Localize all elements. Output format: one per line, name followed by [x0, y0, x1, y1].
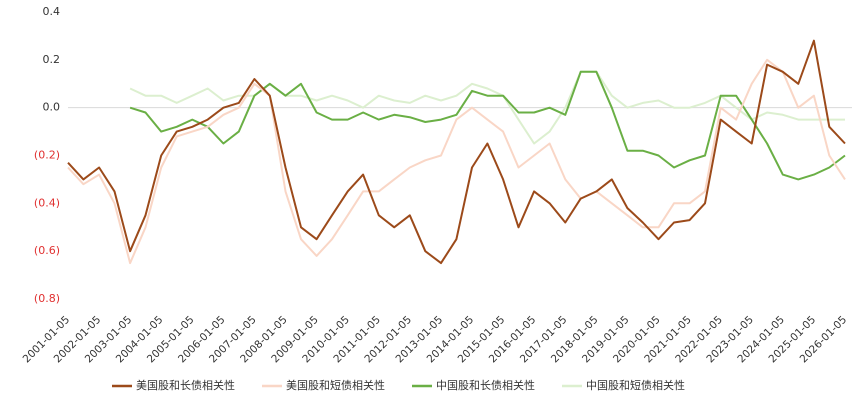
y-tick-label: 0.0 [43, 101, 61, 114]
y-tick-label: (0.4) [34, 196, 60, 209]
series-line [129, 70, 845, 145]
y-tick-label: (0.8) [34, 292, 60, 305]
series-line [67, 39, 846, 265]
y-tick-label: 0.4 [43, 5, 61, 18]
series-line [67, 58, 846, 265]
legend-label: 美国股和短债相关性 [286, 378, 385, 392]
y-tick-label: (0.2) [34, 149, 60, 162]
y-tick-label: 0.2 [43, 53, 61, 66]
legend-label: 中国股和短债相关性 [586, 378, 685, 392]
legend-label: 中国股和长债相关性 [436, 378, 535, 392]
y-tick-label: (0.6) [34, 244, 60, 257]
legend-label: 美国股和长债相关性 [136, 378, 235, 392]
series-line [129, 70, 846, 181]
